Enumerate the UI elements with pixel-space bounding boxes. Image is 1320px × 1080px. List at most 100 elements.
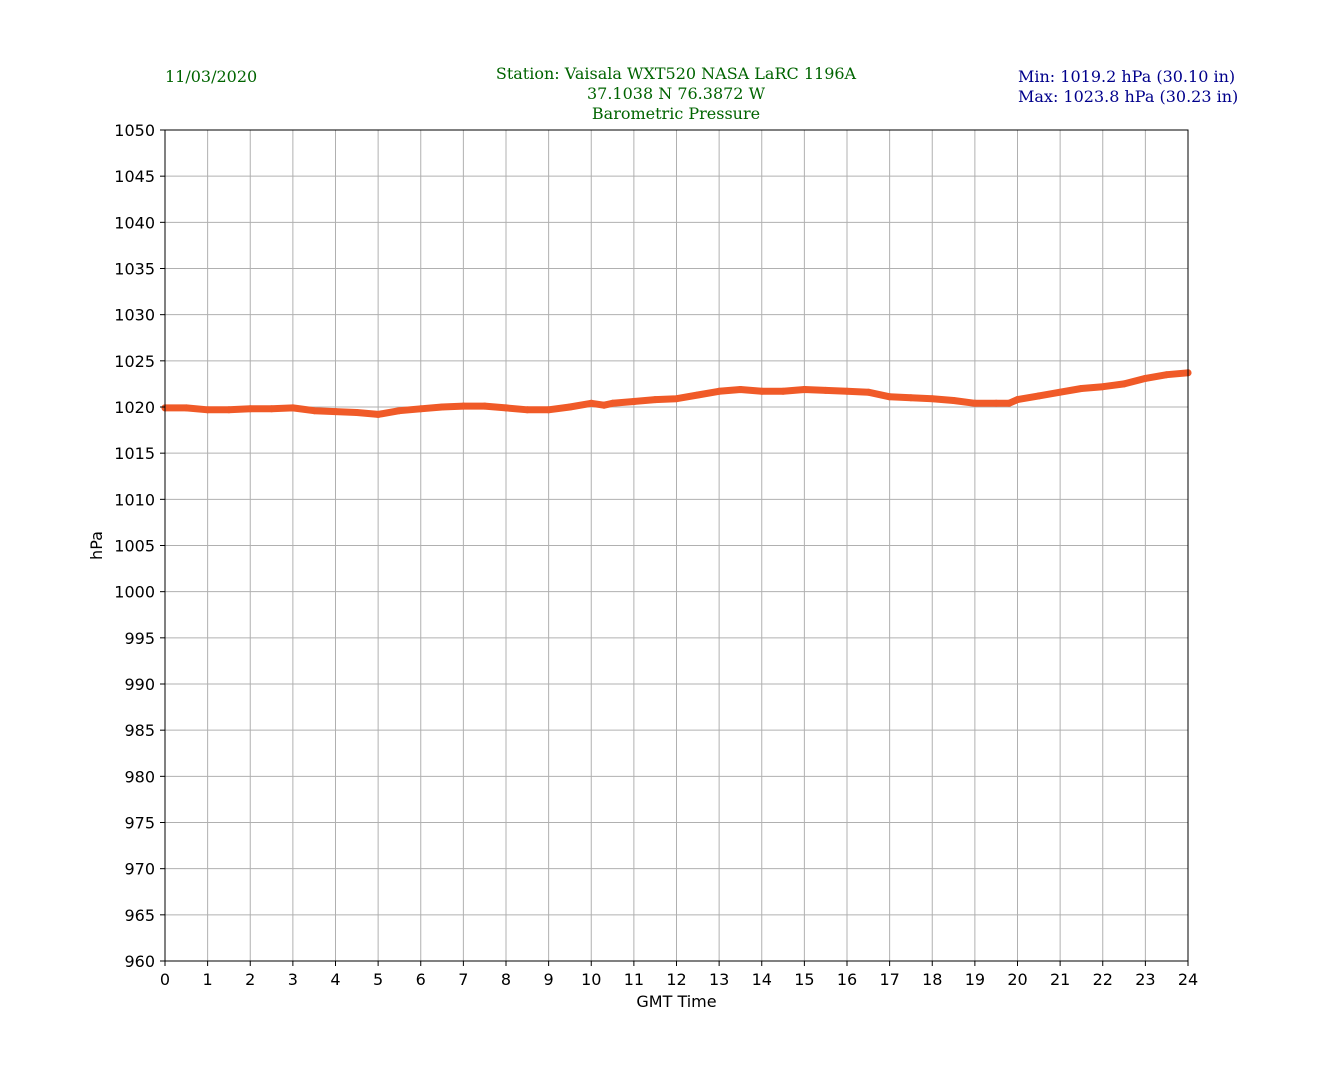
data-point [779, 387, 787, 395]
x-tick-label: 21 [1050, 970, 1070, 989]
data-point [204, 406, 212, 414]
x-tick-label: 10 [581, 970, 601, 989]
data-point [481, 402, 489, 410]
data-point [1099, 383, 1107, 391]
x-tick-label: 5 [373, 970, 383, 989]
min-max-block: Min: 1019.2 hPa (30.10 in) Max: 1023.8 h… [1018, 67, 1238, 107]
data-point [246, 405, 254, 413]
data-point [182, 404, 190, 412]
x-tick-label: 2 [245, 970, 255, 989]
y-tick-label: 960 [124, 952, 155, 971]
data-point [289, 404, 297, 412]
data-point [523, 406, 531, 414]
data-point [950, 397, 958, 404]
x-tick-label: 0 [160, 970, 170, 989]
y-tick-label: 1010 [114, 490, 155, 509]
data-point [310, 407, 318, 415]
x-tick-label: 16 [837, 970, 857, 989]
data-point [374, 410, 382, 418]
data-point [353, 409, 361, 416]
x-tick-label: 17 [879, 970, 899, 989]
station-line: Station: Vaisala WXT520 NASA LaRC 1196A [495, 64, 857, 83]
x-axis-title: GMT Time [636, 992, 716, 1011]
x-tick-label: 4 [330, 970, 340, 989]
data-point [673, 395, 680, 403]
data-point [971, 399, 979, 407]
data-point [587, 399, 595, 407]
x-tick-label: 7 [458, 970, 468, 989]
data-point [502, 404, 510, 412]
data-point [1035, 392, 1043, 400]
x-tick-label: 11 [624, 970, 644, 989]
y-tick-label: 970 [124, 860, 155, 879]
x-tick-label: 15 [794, 970, 814, 989]
coordinates-line: 37.1038 N 76.3872 W [586, 84, 766, 103]
y-axis-ticks: 960 965 970 975 980 985 990 995 1000 1005 1010 1015… [114, 121, 165, 971]
y-tick-label: 1040 [114, 213, 155, 232]
x-tick-label: 1 [203, 970, 213, 989]
data-point [1163, 371, 1171, 379]
y-tick-label: 1035 [114, 260, 155, 279]
data-point [332, 408, 339, 416]
data-point [438, 403, 446, 411]
y-tick-label: 990 [124, 675, 155, 694]
date-label: 11/03/2020 [165, 67, 258, 86]
data-point [545, 406, 553, 414]
data-point [1120, 380, 1128, 388]
data-point [736, 386, 744, 393]
y-tick-label: 985 [124, 721, 155, 740]
data-point [864, 388, 872, 396]
x-axis-ticks: 0 1 2 3 4 5 6 7 8 9 10 11 12 13 14 15 16 17 18 19 20 21 22 23 24 [160, 961, 1198, 989]
min-pressure-label: Min: 1019.2 hPa (30.10 in) [1018, 67, 1236, 86]
x-tick-label: 18 [922, 970, 942, 989]
data-point [225, 406, 233, 414]
data-point [566, 403, 574, 411]
y-tick-label: 980 [124, 767, 155, 786]
y-tick-label: 1015 [114, 444, 155, 463]
data-point [417, 405, 425, 413]
data-point [907, 394, 915, 402]
data-point [715, 387, 723, 395]
series-layer [161, 369, 1192, 418]
x-tick-label: 23 [1135, 970, 1155, 989]
data-point [1141, 374, 1149, 382]
data-point [395, 407, 403, 415]
data-point [843, 387, 851, 395]
x-tick-label: 24 [1178, 970, 1198, 989]
x-tick-label: 12 [666, 970, 686, 989]
data-point [651, 396, 659, 404]
x-tick-label: 22 [1093, 970, 1113, 989]
y-tick-label: 1030 [114, 306, 155, 325]
data-point [694, 391, 702, 399]
y-tick-label: 1025 [114, 352, 155, 371]
data-point [886, 393, 894, 401]
y-tick-label: 1000 [114, 583, 155, 602]
x-tick-label: 20 [1007, 970, 1027, 989]
x-tick-label: 13 [709, 970, 729, 989]
data-point [1056, 388, 1064, 396]
x-tick-label: 6 [416, 970, 426, 989]
x-tick-label: 14 [752, 970, 772, 989]
y-axis-title: hPa [87, 531, 106, 560]
y-tick-label: 1045 [114, 167, 155, 186]
data-point [268, 405, 276, 413]
data-point [992, 399, 1000, 407]
data-point [758, 387, 766, 395]
data-point [609, 399, 617, 407]
data-point [822, 386, 830, 394]
data-point [1077, 385, 1085, 392]
y-tick-label: 965 [124, 906, 155, 925]
y-tick-label: 1020 [114, 398, 155, 417]
y-tick-label: 995 [124, 629, 155, 648]
x-tick-label: 9 [544, 970, 554, 989]
data-point [600, 401, 608, 409]
x-tick-label: 3 [288, 970, 298, 989]
data-point [1014, 396, 1021, 404]
data-point [1005, 399, 1013, 407]
y-tick-label: 1050 [114, 121, 155, 140]
data-point [928, 395, 936, 403]
data-point [459, 402, 467, 410]
x-tick-label: 19 [965, 970, 985, 989]
data-point [630, 398, 638, 405]
